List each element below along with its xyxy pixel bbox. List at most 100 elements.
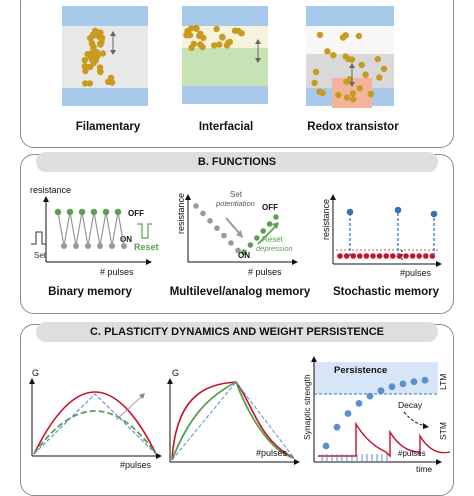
plasticity-left-plot: G #pulses <box>29 368 162 470</box>
section-a-devices <box>62 6 394 108</box>
particle <box>311 79 318 87</box>
off-state-point <box>102 208 110 216</box>
particle <box>92 27 99 34</box>
particle <box>367 90 374 98</box>
particle <box>89 32 96 40</box>
low-state-point <box>403 253 409 259</box>
stm-label: STM <box>438 422 448 440</box>
on-state-point <box>85 243 91 249</box>
low-state-point <box>423 253 429 259</box>
on-state-point <box>109 243 115 249</box>
off-state-point <box>78 208 86 216</box>
particle <box>105 78 112 86</box>
particle <box>187 25 195 32</box>
multilevel-reset-label: Reset <box>262 235 284 244</box>
set-level-point <box>200 210 206 217</box>
low-state-point <box>376 253 383 259</box>
multilevel-ylabel: resistance <box>176 193 186 234</box>
particle <box>82 67 89 75</box>
right-xlabel: #pulses <box>398 449 426 458</box>
particle <box>97 40 104 47</box>
strength-point <box>322 442 330 450</box>
particle <box>91 50 98 58</box>
multilevel-xlabel: # pulses <box>248 267 282 277</box>
particle <box>349 90 357 97</box>
particle <box>231 27 239 34</box>
particle <box>319 89 326 97</box>
particle <box>348 56 356 63</box>
binary-set-label: Set <box>34 251 47 260</box>
multilevel-memory-caption: Multilevel/analog memory <box>169 286 311 298</box>
set-level-point <box>228 240 234 246</box>
strength-point <box>388 383 396 391</box>
decay-label: Decay <box>398 400 423 410</box>
section-b-plots: resistance Set Reset OFF ON # pulses res… <box>30 185 442 278</box>
middle-ylabel: G <box>172 368 179 378</box>
redox-transistor-label: Redox transistor <box>307 121 399 133</box>
particle <box>82 80 89 87</box>
reset-level-point <box>241 249 247 255</box>
binary-on-label: ON <box>120 235 132 244</box>
persistence-label: Persistence <box>334 365 387 376</box>
on-state-point <box>73 243 79 249</box>
binary-xlabel: # pulses <box>100 267 134 277</box>
low-state-point <box>343 253 350 259</box>
on-state-point <box>121 243 127 249</box>
particle <box>211 42 218 49</box>
reset-level-point <box>273 214 279 220</box>
particle <box>219 34 226 41</box>
particle <box>197 30 204 38</box>
interfacial-label: Interfacial <box>198 121 254 133</box>
particle <box>90 43 97 50</box>
particle <box>342 32 349 39</box>
on-state-point <box>61 243 67 249</box>
binary-off-label: OFF <box>128 209 144 218</box>
set-level-point <box>193 203 199 209</box>
stochastic-xlabel: #pulses <box>400 268 432 278</box>
left-xlabel: #pulses <box>120 460 152 470</box>
particle <box>99 50 107 57</box>
high-state-point <box>394 206 402 214</box>
section-c-plots: G #pulses G #pulses Synaptic strength Pe… <box>29 356 451 474</box>
set-level-point <box>221 232 227 239</box>
particle <box>81 57 89 64</box>
particle <box>312 68 320 76</box>
particle <box>216 41 223 48</box>
strength-point <box>333 423 341 431</box>
binary-ylabel: resistance <box>30 185 71 195</box>
set-level-point <box>207 218 213 224</box>
particle <box>358 61 365 69</box>
low-state-point <box>370 253 376 259</box>
ltm-band <box>314 362 438 394</box>
particle <box>324 48 331 55</box>
particle <box>380 65 388 73</box>
interfacial-device <box>182 6 268 104</box>
filamentary-device <box>62 6 148 106</box>
binary-memory-caption: Binary memory <box>48 286 132 298</box>
particle <box>342 53 349 60</box>
multilevel-set-sublabel: potentiation <box>215 199 255 208</box>
multilevel-set-label: Set <box>230 190 243 199</box>
particle <box>84 50 91 58</box>
particle <box>213 25 220 33</box>
reset-level-point <box>253 235 260 241</box>
set-level-point <box>235 247 241 254</box>
strength-point <box>366 392 374 400</box>
off-state-point <box>54 208 62 216</box>
particle <box>186 31 194 39</box>
particle <box>356 84 363 92</box>
left-ylabel: G <box>32 368 39 378</box>
particle <box>190 40 197 48</box>
strength-point <box>377 387 385 395</box>
off-state-point <box>90 208 98 216</box>
low-state-point <box>409 253 416 259</box>
particle <box>335 91 342 99</box>
particle <box>330 52 337 59</box>
set-level-point <box>214 225 220 231</box>
filamentary-label: Filamentary <box>75 121 141 133</box>
redox-transistor-device <box>306 6 394 108</box>
multilevel-reset-sublabel: depression <box>256 244 293 253</box>
high-state-point <box>346 208 354 216</box>
particle <box>343 94 351 101</box>
particle <box>197 41 204 48</box>
